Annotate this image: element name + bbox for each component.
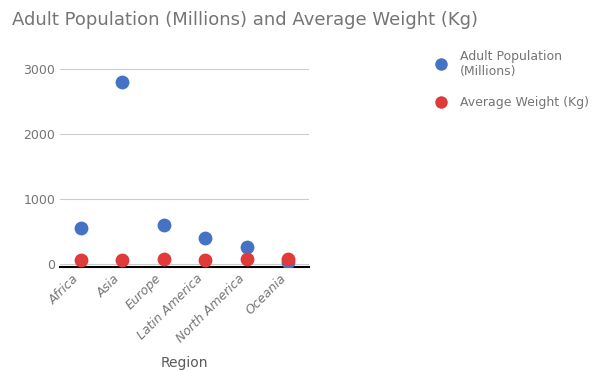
Adult Population
(Millions) <box>242 244 251 250</box>
Average Weight (Kg) <box>159 256 169 262</box>
Adult Population
(Millions) <box>118 79 127 85</box>
Text: Adult Population (Millions) and Average Weight (Kg): Adult Population (Millions) and Average … <box>12 11 478 29</box>
Adult Population
(Millions) <box>76 225 86 231</box>
Average Weight (Kg) <box>118 257 127 263</box>
X-axis label: Region: Region <box>161 356 208 370</box>
Average Weight (Kg) <box>76 257 86 263</box>
Adult Population
(Millions) <box>200 235 210 241</box>
Average Weight (Kg) <box>284 256 293 262</box>
Legend: Adult Population
(Millions), Average Weight (Kg): Adult Population (Millions), Average Wei… <box>424 45 594 114</box>
Average Weight (Kg) <box>200 256 210 262</box>
Average Weight (Kg) <box>242 256 251 262</box>
Adult Population
(Millions) <box>284 259 293 265</box>
Adult Population
(Millions) <box>159 222 169 228</box>
